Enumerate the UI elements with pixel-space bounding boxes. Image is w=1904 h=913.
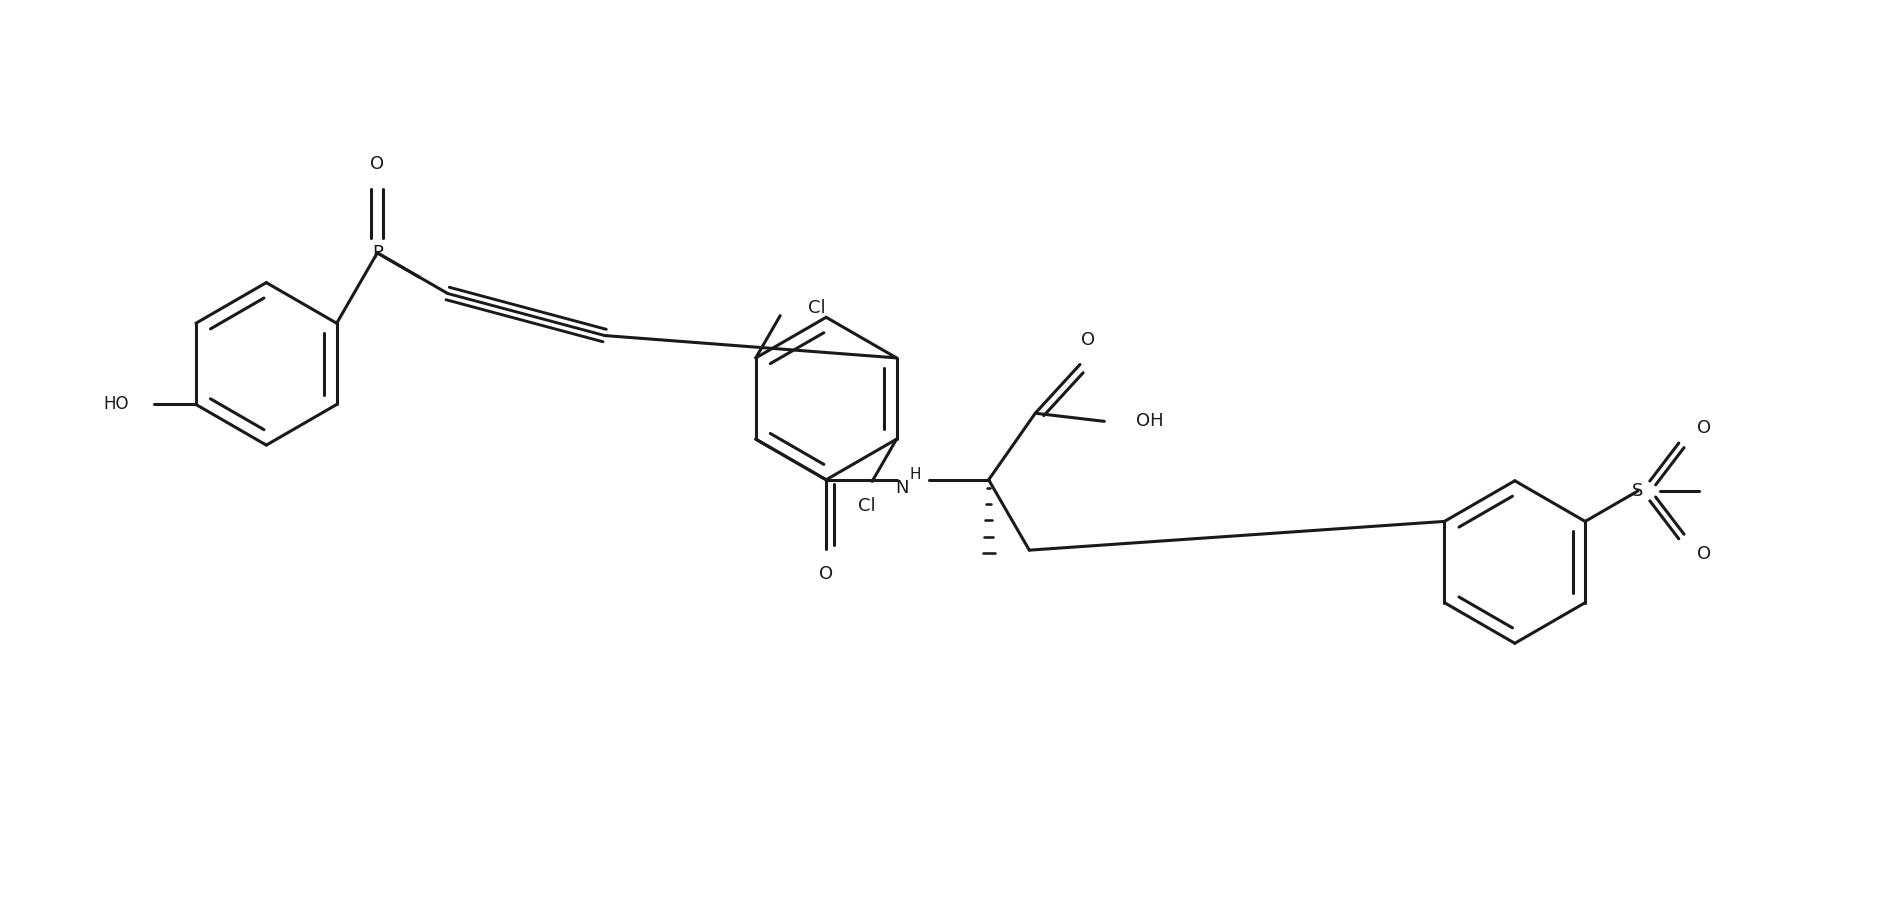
Text: HO: HO <box>103 395 129 414</box>
Text: Cl: Cl <box>807 299 826 317</box>
Text: O: O <box>369 155 385 173</box>
Text: OH: OH <box>1137 413 1163 430</box>
Text: O: O <box>819 564 834 582</box>
Text: O: O <box>1081 331 1095 349</box>
Text: H: H <box>910 467 922 482</box>
Text: O: O <box>1698 419 1712 437</box>
Text: O: O <box>1698 545 1712 562</box>
Text: S: S <box>1632 482 1643 500</box>
Text: N: N <box>895 478 908 497</box>
Text: P: P <box>371 244 383 262</box>
Text: Cl: Cl <box>859 498 876 515</box>
